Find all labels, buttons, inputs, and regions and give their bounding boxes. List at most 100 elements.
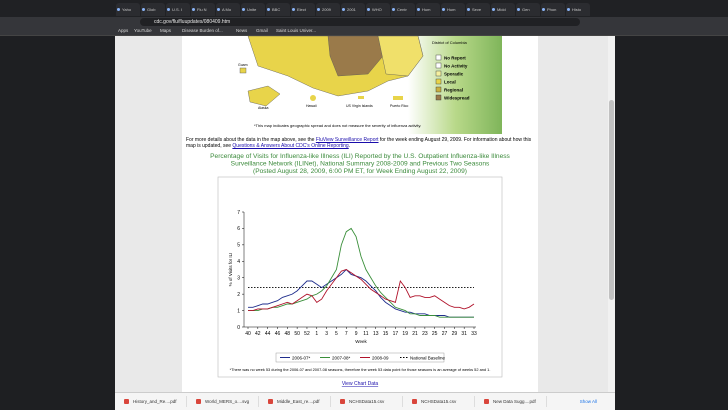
x-tick-label: 46: [275, 331, 281, 337]
legend-label: Sporadic: [444, 72, 464, 77]
x-tick-label: 29: [452, 331, 458, 337]
link[interactable]: Questions & Answers About CDC's Online R…: [232, 143, 349, 149]
x-tick-label: 19: [402, 331, 408, 337]
link[interactable]: FluView Surveillance Report: [315, 137, 379, 143]
chart: Percentage of Visits for Influenza-like …: [210, 153, 510, 387]
tab[interactable]: Yaho: [116, 3, 140, 16]
legend-label: National Baseline: [410, 355, 446, 360]
tab[interactable]: Midd: [491, 3, 515, 16]
tab[interactable]: Phon: [541, 3, 565, 16]
tab[interactable]: 2009: [316, 3, 340, 16]
legend-label: No Report: [444, 56, 466, 61]
show-all[interactable]: Show All: [579, 399, 597, 404]
tab[interactable]: Glob: [141, 3, 165, 16]
tab[interactable]: Flu N: [191, 3, 215, 16]
hawaii: [310, 95, 316, 101]
map-note: *This map indicates geographic spread an…: [254, 123, 421, 128]
x-tick-label: 42: [255, 331, 261, 337]
tab[interactable]: 2001: [341, 3, 365, 16]
map-gradient: [408, 36, 502, 134]
x-tick-label: 9: [355, 331, 358, 337]
y-tick-label: 2: [237, 292, 240, 298]
legend-swatch: [435, 54, 442, 61]
bookmark[interactable]: YouTube: [134, 28, 152, 33]
legend-label: Local: [444, 80, 456, 85]
series-line: [248, 269, 475, 312]
legend-title: District of Columbia: [432, 40, 467, 45]
download-item[interactable]: World_MERS_o....svg: [193, 396, 259, 407]
text: .: [348, 143, 351, 149]
chart-title: Percentage of Visits for Influenza-like …: [210, 153, 510, 160]
tab[interactable]: A Mo: [216, 3, 240, 16]
puerto-rico: [393, 96, 403, 100]
bookmark[interactable]: News: [236, 28, 248, 33]
tab[interactable]: Elect: [291, 3, 315, 16]
bookmark[interactable]: Gmail: [256, 28, 268, 33]
chart-title: (Posted August 28, 2009, 6:00 PM ET, for…: [253, 168, 467, 175]
tab[interactable]: Gen: [516, 3, 540, 16]
text: for the week ending August 29, 2009. For…: [186, 137, 532, 149]
x-tick-label: 27: [442, 331, 448, 337]
legend-label: Regional: [444, 88, 463, 93]
alaska: [247, 85, 281, 107]
map-label: Guam: [238, 63, 248, 67]
bookmark[interactable]: Maps: [160, 28, 172, 33]
x-tick-label: 40: [245, 331, 251, 337]
tab[interactable]: WHO: [366, 3, 390, 16]
y-tick-label: 5: [237, 243, 240, 249]
bookmark[interactable]: Disease Burden of...: [182, 28, 223, 33]
tab[interactable]: Hum: [416, 3, 440, 16]
tab[interactable]: Seve: [466, 3, 490, 16]
x-axis-label: Week: [355, 339, 367, 344]
download-bar: History_and_Re....pdf World_MERS_o....svg…: [115, 392, 615, 410]
x-tick-label: 21: [412, 331, 418, 337]
toolbar: cdc.gov/flu/fluupdates/080409.htm: [0, 17, 728, 27]
y-tick-label: 1: [237, 308, 240, 314]
y-axis-label: % of Visits for ILI: [228, 253, 233, 287]
x-tick-label: 13: [373, 331, 379, 337]
download-item[interactable]: Middle_East_re....pdf: [265, 396, 331, 407]
bookmark[interactable]: Saint Louis Univer...: [276, 28, 317, 33]
map-label: US Virgin Islands: [346, 104, 373, 108]
y-tick-label: 6: [237, 226, 240, 232]
legend-label: 2006-07*: [292, 355, 311, 360]
x-tick-label: 48: [285, 331, 291, 337]
series-line: [248, 227, 474, 318]
y-tick-label: 7: [237, 210, 240, 216]
address-bar[interactable]: cdc.gov/flu/fluupdates/080409.htm: [140, 18, 580, 26]
legend-label: No Activity: [444, 64, 468, 69]
tab[interactable]: U.S. I: [166, 3, 190, 16]
legend-label: 2007-08*: [332, 355, 351, 360]
text: For more details about the data in the m…: [186, 137, 316, 143]
map-label: Puerto Rico: [390, 104, 408, 108]
flu-map: District of Columbia No Report No Activity…: [218, 36, 502, 134]
tab[interactable]: Histo: [566, 3, 590, 16]
map-label: Hawaii: [306, 104, 317, 108]
bookmark[interactable]: Apps: [118, 28, 129, 33]
virgin-islands: [358, 96, 364, 99]
tab[interactable]: Unite: [241, 3, 265, 16]
download-item[interactable]: History_and_Re....pdf: [121, 396, 187, 407]
tab[interactable]: Hum: [441, 3, 465, 16]
legend-swatch: [435, 94, 442, 101]
x-tick-label: 17: [393, 331, 399, 337]
x-tick-label: 1: [315, 331, 318, 337]
download-item[interactable]: NCHSData15.csv: [337, 396, 403, 407]
y-tick-label: 4: [237, 259, 240, 265]
legend-swatch: [435, 78, 442, 85]
tab[interactable]: Centr: [391, 3, 415, 16]
map-states-regional: [377, 36, 424, 77]
legend-swatch: [435, 62, 442, 69]
tab[interactable]: BBC: [266, 3, 290, 16]
x-tick-label: 33: [471, 331, 477, 337]
chart-data-link[interactable]: View Chart Data: [342, 381, 379, 387]
x-tick-label: 25: [432, 331, 438, 337]
scrollbar-thumb[interactable]: [609, 100, 614, 300]
download-item[interactable]: NCHSData15.csv: [409, 396, 475, 407]
download-item[interactable]: New Data Sugg....pdf: [481, 396, 547, 407]
x-tick-label: 15: [383, 331, 389, 337]
x-tick-label: 11: [363, 331, 368, 337]
bookmarks-bar: Apps YouTube Maps Disease Burden of... News G…: [0, 27, 728, 36]
x-tick-label: 50: [294, 331, 300, 337]
